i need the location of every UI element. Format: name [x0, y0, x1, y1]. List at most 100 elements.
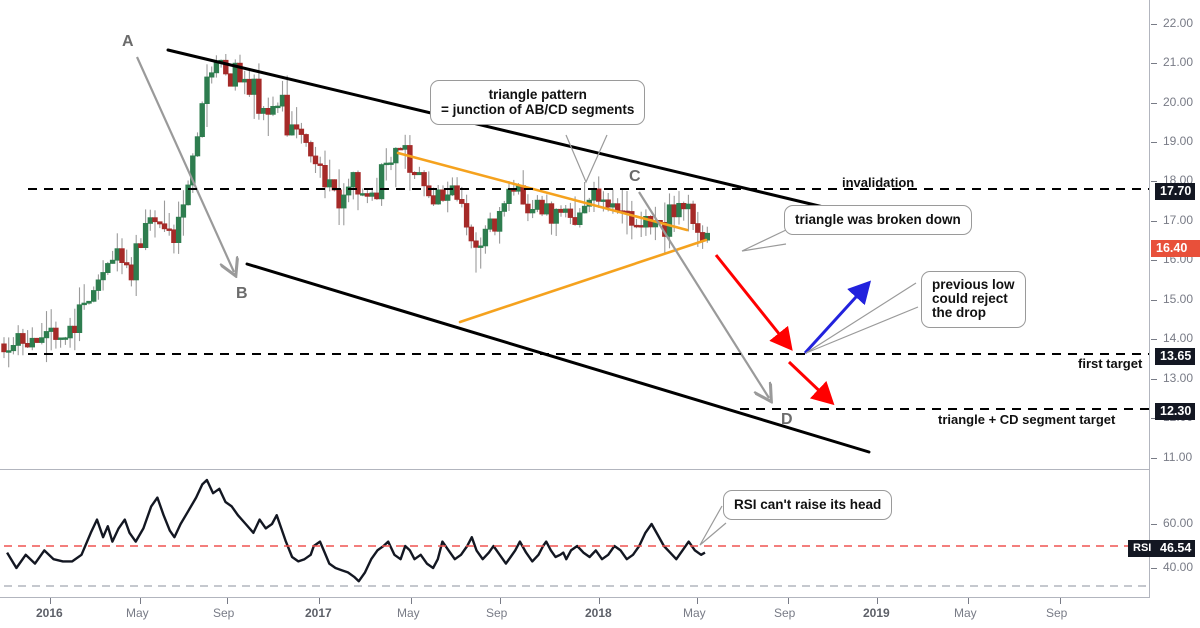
candle [704, 232, 710, 241]
leader-previous-low [805, 282, 919, 354]
candle [326, 179, 333, 188]
callout-triangle-pattern[interactable]: triangle pattern = junction of AB/CD seg… [430, 80, 646, 125]
candle [374, 192, 380, 200]
candle [624, 210, 630, 214]
price-tick-mark [1151, 339, 1157, 340]
time-tick-mark [1060, 598, 1061, 604]
candle [86, 300, 92, 304]
time-tick-mark [877, 598, 878, 604]
candle [29, 337, 35, 348]
time-tick-mark [411, 598, 412, 604]
candle [81, 302, 87, 306]
candle [20, 333, 26, 344]
callout-broken-down[interactable]: triangle was broken down [784, 205, 972, 235]
candle [142, 222, 149, 248]
price-panel-bottom-border [0, 469, 1150, 470]
candle [194, 136, 201, 157]
level-label-invalidation: invalidation [842, 175, 915, 190]
candle [600, 199, 607, 202]
candle [411, 171, 418, 176]
candle [355, 172, 361, 195]
candle [72, 325, 78, 334]
candle [454, 185, 460, 200]
candle [147, 217, 153, 224]
candle [279, 94, 286, 107]
candle [161, 223, 168, 230]
rsi-tick-mark [1151, 568, 1157, 569]
callout-previous-low[interactable]: previous low could reject the drop [921, 271, 1026, 328]
candle [638, 225, 644, 228]
candle [57, 337, 64, 340]
candle [24, 342, 31, 348]
candle [690, 203, 696, 225]
candle [213, 61, 220, 74]
candle [567, 208, 574, 218]
candle [227, 73, 234, 87]
rsi-tick-40.00: 40.00 [1163, 560, 1194, 574]
candle [492, 218, 498, 232]
triangle-lower-line [458, 238, 708, 324]
candle [218, 59, 224, 63]
price-tick-22.00: 22.00 [1163, 16, 1194, 30]
candle [388, 162, 394, 165]
candle [577, 212, 583, 225]
candle [393, 147, 399, 164]
candle [685, 203, 692, 210]
candle [157, 221, 163, 225]
candle [596, 188, 602, 202]
price-axis-separator [1149, 0, 1150, 470]
candle [251, 78, 257, 95]
candle [421, 172, 427, 187]
candle [699, 232, 706, 241]
level-label-first-target: first target [1078, 356, 1143, 371]
candle [666, 204, 673, 237]
candle [359, 193, 366, 196]
price-tick-17.00: 17.00 [1163, 213, 1194, 227]
rsi-panel-bottom-border [0, 597, 1150, 598]
candle [34, 337, 40, 343]
candle [605, 199, 611, 208]
price-tick-mark [1151, 63, 1157, 64]
candle [496, 210, 503, 232]
price-tick-mark [1151, 142, 1157, 143]
time-tick-mark [968, 598, 969, 604]
candle [293, 124, 300, 130]
rsi-value-tag: 46.54 [1155, 540, 1196, 557]
candle [270, 106, 276, 115]
candle [336, 189, 342, 209]
candle [449, 185, 456, 196]
candle [548, 203, 555, 224]
candle [185, 184, 191, 206]
candle [303, 134, 309, 143]
candle [48, 327, 54, 332]
price-tick-mark [1151, 181, 1157, 182]
candle [402, 145, 408, 150]
candle [124, 262, 130, 266]
price-tick-20.00: 20.00 [1163, 95, 1194, 109]
price-tick-19.00: 19.00 [1163, 134, 1194, 148]
time-tick-mark [697, 598, 698, 604]
callout-rsi-note[interactable]: RSI can't raise its head [723, 490, 893, 520]
candle [275, 105, 281, 109]
candle [520, 185, 526, 205]
candle [256, 78, 262, 114]
candle [331, 179, 338, 191]
triangle-upper-line [396, 151, 689, 232]
time-tick-Sep: Sep [774, 606, 796, 620]
candle [114, 248, 120, 261]
candle [463, 203, 470, 228]
candle [39, 337, 45, 343]
candle [633, 224, 640, 228]
candle [619, 210, 625, 213]
point-label-a: A [122, 33, 134, 50]
time-tick-May: May [683, 606, 706, 620]
callout-leaders [565, 134, 919, 546]
candle [426, 185, 432, 197]
candle [610, 203, 616, 208]
channel-upper-line [166, 48, 888, 224]
time-tick-2017: 2017 [305, 606, 332, 620]
price-tick-mark [1151, 418, 1157, 419]
candle [440, 189, 446, 201]
rsi-line [6, 478, 706, 583]
point-label-c: C [629, 168, 641, 185]
